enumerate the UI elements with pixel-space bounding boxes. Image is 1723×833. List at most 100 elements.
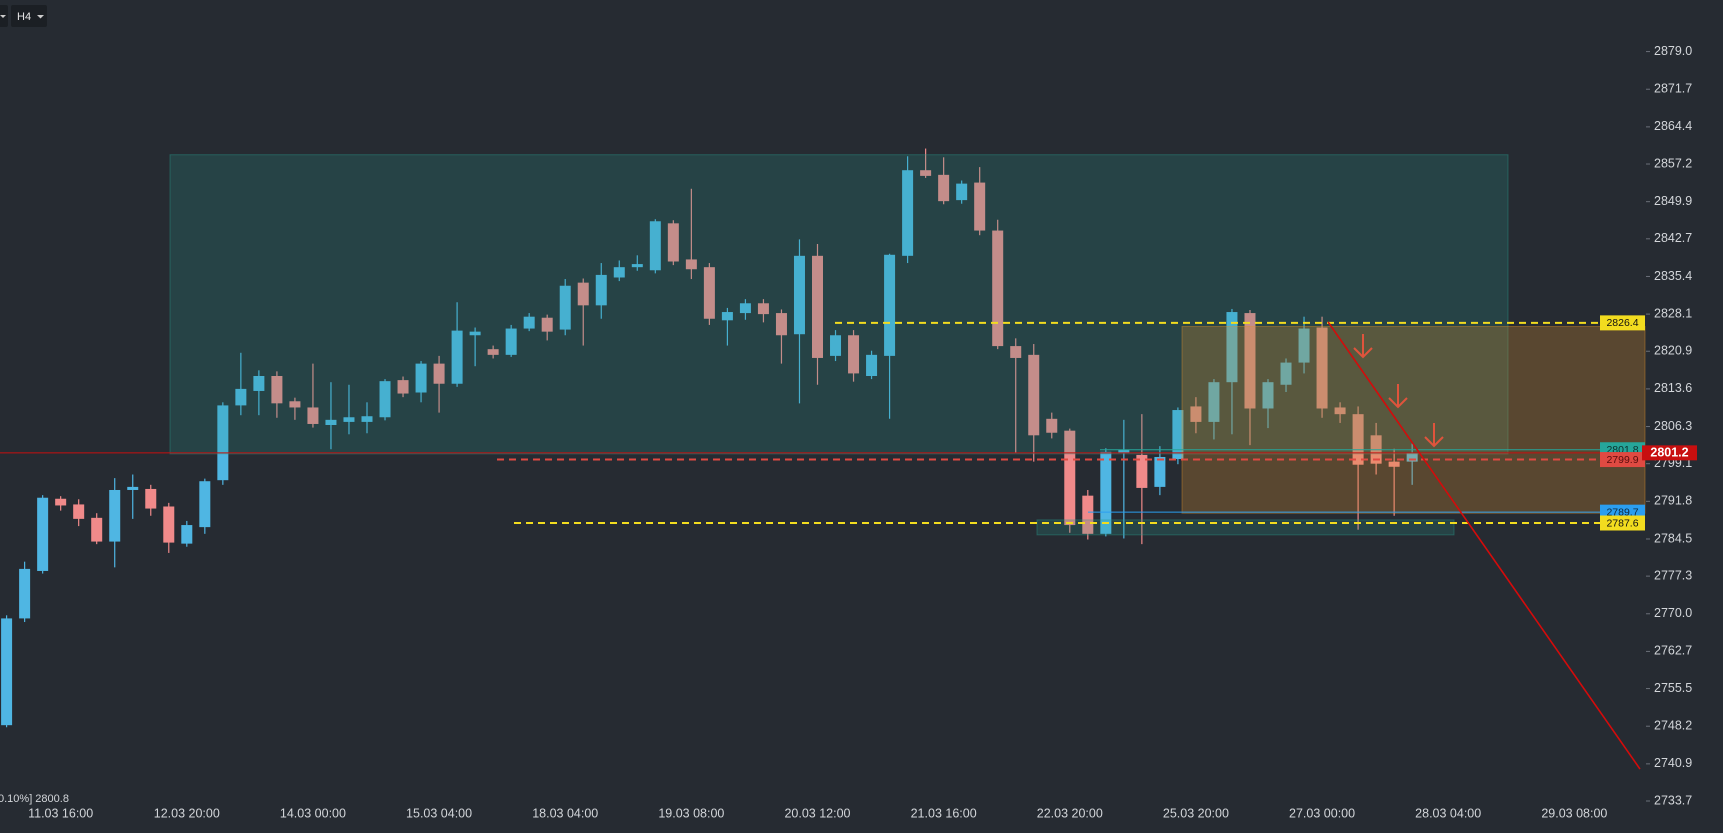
candle-body [938,174,950,202]
x-tick-label: 14.03 00:00 [280,806,346,820]
y-tick-label: 2849.9 [1654,194,1692,208]
candle-body [920,170,932,176]
candle-body [217,405,229,481]
y-tick-label: 2857.2 [1654,156,1692,170]
candle-body [163,506,175,543]
candle-body [307,407,319,424]
y-tick-label: 2762.7 [1654,644,1692,658]
price-label-box [1600,315,1645,331]
candle-body [1082,495,1094,534]
y-tick-label: 2835.4 [1654,269,1692,283]
candle-body [1154,456,1166,487]
candle-body [1388,461,1400,467]
candle-body [1,618,13,726]
candle-body [757,303,769,315]
timeframe-caret [37,15,44,19]
zone [169,154,1509,455]
y-tick-label: 2871.7 [1654,82,1692,96]
candle-body [1100,451,1112,534]
price-label: 2799.9 [1606,454,1638,466]
candle-body [289,401,301,408]
candle-body [685,259,697,270]
plot-area: 2879.0 2871.7 2864.4 2857.2 2849.9 2842.7 2835… [0,44,1697,820]
down-arrow [1388,384,1408,409]
x-tick-label: 21.03 16:00 [911,806,977,820]
zone [1181,325,1646,514]
candle-body [649,221,661,271]
candle-body [91,517,103,542]
y-tick-label: 2777.3 [1654,568,1692,582]
candle-body [271,376,283,404]
candle-body [884,254,896,356]
candle-body [992,230,1004,347]
candle-body [1046,418,1058,433]
candle-body [848,335,860,374]
candle-body [379,381,391,418]
y-tick-label: 2879.0 [1654,44,1692,58]
y-tick-label: 2828.1 [1654,306,1692,320]
candle-body [775,313,787,336]
candle-body [703,267,715,319]
down-arrow [1424,423,1444,448]
y-tick-label: 2784.5 [1654,531,1692,545]
dropdown-caret [0,15,6,18]
y-tick-label: 2770.0 [1654,606,1692,620]
timeframe-button[interactable] [11,5,47,27]
candle-body [631,264,643,268]
x-tick-label: 11.03 16:00 [28,806,93,820]
y-tick-label: 2813.6 [1654,381,1692,395]
candle-body [523,316,535,329]
x-tick-label: 12.03 20:00 [154,806,220,820]
candle-body [19,568,31,619]
candle-body [55,498,67,506]
candle-body [109,489,121,542]
candle-body [433,363,445,384]
price-label-box [1600,515,1645,531]
y-tick-label: 2806.3 [1654,419,1692,433]
trendline [1327,321,1641,770]
candle-body [145,488,157,509]
y-tick-label: 2842.7 [1654,231,1692,245]
candle-body [739,303,751,314]
candle-body [1118,449,1130,453]
y-tick-label: 2733.7 [1654,793,1692,807]
candle-body [235,388,247,406]
candle-body [1064,430,1076,526]
status-text: 0.10%] 2800.8 [0,793,69,805]
candle-body [1406,452,1418,462]
candle-body [1334,407,1346,415]
x-tick-label: 29.03 08:00 [1541,806,1607,820]
candle-body [1316,327,1328,409]
candle-body [1208,382,1220,422]
x-tick-label: 28.03 04:00 [1415,806,1481,820]
candle-body [830,335,842,356]
candle-body [1244,313,1256,409]
price-label: 2801.2 [1650,446,1688,460]
x-tick-label: 25.03 20:00 [1163,806,1229,820]
candle-body [793,255,805,335]
candle-body [127,486,139,490]
x-tick-label: 22.03 20:00 [1037,806,1103,820]
candle-body [199,481,211,528]
candle-body [1136,454,1148,488]
x-tick-label: 18.03 04:00 [532,806,598,820]
candle-body [812,255,823,358]
price-label: 2787.6 [1606,517,1638,529]
y-tick-label: 2791.8 [1654,494,1692,508]
candle-body [667,223,679,262]
price-label-box [1642,445,1697,461]
candle-body [1010,346,1022,358]
candle-body [469,331,481,336]
candle-body [325,419,337,425]
candle-body [451,330,463,384]
candle-body [1352,414,1364,465]
candle-body [902,170,914,256]
candle-body [37,497,49,571]
candle-body [1262,382,1274,409]
candle-body [361,416,373,422]
candle-body [577,282,589,306]
candle-body [541,317,553,332]
price-label: 2789.7 [1606,506,1638,518]
